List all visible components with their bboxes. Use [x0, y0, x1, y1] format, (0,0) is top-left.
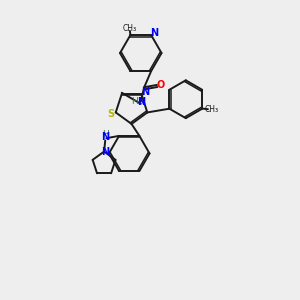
- Text: N: N: [137, 97, 145, 106]
- Text: S: S: [107, 109, 114, 118]
- Text: H: H: [131, 97, 138, 106]
- Text: N: N: [101, 133, 109, 142]
- Text: CH₃: CH₃: [122, 24, 136, 33]
- Text: N: N: [150, 28, 158, 38]
- Text: O: O: [157, 80, 165, 90]
- Text: N: N: [101, 147, 109, 157]
- Text: N: N: [141, 87, 149, 97]
- Text: CH₃: CH₃: [205, 105, 219, 114]
- Text: H: H: [102, 130, 109, 139]
